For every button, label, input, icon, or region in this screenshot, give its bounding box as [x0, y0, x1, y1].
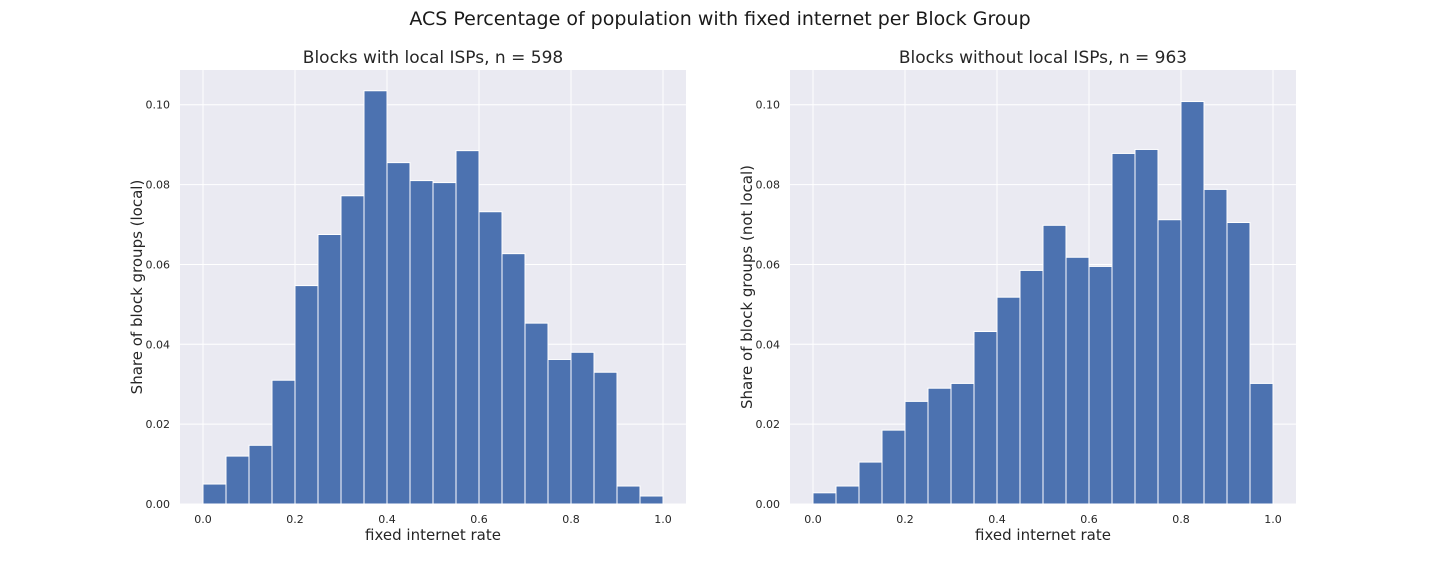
histogram-bar [639, 495, 664, 505]
histogram-bar [858, 461, 883, 505]
chart-title: Blocks with local ISPs, n = 598 [303, 48, 563, 68]
histogram-bar [973, 331, 998, 505]
histogram-bar [202, 483, 227, 505]
histogram-bar [1226, 222, 1251, 505]
histogram-bar [478, 211, 503, 505]
y-axis-label: Share of block groups (local) [128, 180, 146, 395]
x-tick-label: 0.4 [988, 513, 1006, 526]
x-tick-label: 1.0 [654, 513, 672, 526]
histogram-bar [547, 358, 572, 505]
histogram-bar [950, 382, 975, 505]
y-tick-label: 0.02 [756, 418, 781, 431]
histogram-bar [1203, 188, 1228, 505]
histogram-bar [1249, 382, 1274, 505]
histogram-bar [1088, 265, 1113, 505]
histogram-bar [1180, 101, 1205, 505]
x-tick-label: 0.6 [1080, 513, 1098, 526]
x-axis-label: fixed internet rate [975, 526, 1111, 544]
x-tick-label: 0.8 [562, 513, 580, 526]
y-tick-label: 0.00 [146, 498, 171, 511]
histogram-bar [225, 455, 250, 505]
histogram-bar [1157, 219, 1182, 505]
histogram-bar [501, 253, 526, 505]
x-tick-label: 0.2 [896, 513, 914, 526]
y-tick-label: 0.00 [756, 498, 781, 511]
histogram-bar [294, 285, 319, 505]
y-tick-label: 0.10 [146, 99, 171, 112]
x-axis-label: fixed internet rate [365, 526, 501, 544]
histogram-bar [593, 371, 618, 505]
x-tick-label: 0.0 [194, 513, 212, 526]
x-tick-label: 0.2 [286, 513, 304, 526]
histogram-bar [904, 400, 929, 505]
figure-suptitle: ACS Percentage of population with fixed … [409, 8, 1031, 30]
histogram-bar [248, 444, 273, 505]
y-tick-label: 0.06 [146, 258, 171, 271]
histogram-bar [363, 90, 388, 505]
histogram-bar [524, 322, 549, 505]
histogram-bar [996, 296, 1021, 505]
histogram-bar [1042, 224, 1067, 505]
x-tick-label: 1.0 [1264, 513, 1282, 526]
histogram-bar [616, 485, 641, 505]
histogram-bar [317, 233, 342, 505]
y-tick-label: 0.08 [146, 179, 171, 192]
x-tick-label: 0.0 [804, 513, 822, 526]
chart-panel-1: 0.0 0.2 0.4 0.6 0.8 1.0 0.00 0.02 0.04 0.06 0.08 0.… [128, 48, 686, 544]
x-tick-label: 0.4 [378, 513, 396, 526]
y-axis-label: Share of block groups (not local) [738, 165, 756, 409]
y-tick-label: 0.04 [146, 338, 171, 351]
y-tick-label: 0.02 [146, 418, 171, 431]
histogram-bar [1019, 269, 1044, 505]
x-tick-label: 0.8 [1172, 513, 1190, 526]
histogram-bar [881, 429, 906, 505]
chart-title: Blocks without local ISPs, n = 963 [899, 48, 1187, 68]
histogram-bar [1111, 152, 1136, 505]
histogram-bar [409, 180, 434, 505]
histogram-bar [1134, 148, 1159, 505]
y-tick-label: 0.10 [756, 99, 781, 112]
chart-panel-2: 0.0 0.2 0.4 0.6 0.8 1.0 0.00 0.02 0.04 0.06 0.08 0.… [738, 48, 1296, 544]
histogram-bar [271, 379, 296, 505]
histogram-bar [570, 351, 595, 505]
histogram-bar [432, 182, 457, 505]
histogram-bar [812, 492, 837, 505]
y-tick-label: 0.04 [756, 338, 781, 351]
histogram-bar [927, 387, 952, 505]
x-tick-label: 0.6 [470, 513, 488, 526]
histogram-bar [835, 485, 860, 505]
histogram-bar [455, 150, 480, 505]
y-tick-label: 0.08 [756, 179, 781, 192]
histogram-bar [1065, 256, 1090, 505]
histogram-bar [386, 162, 411, 505]
histogram-bar [340, 195, 365, 505]
y-tick-label: 0.06 [756, 258, 781, 271]
